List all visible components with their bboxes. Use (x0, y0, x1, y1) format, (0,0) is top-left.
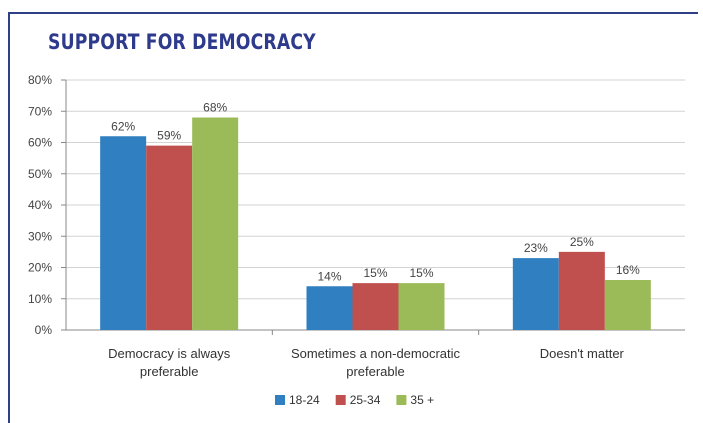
bar (398, 283, 445, 330)
bar (352, 283, 399, 330)
data-label: 16% (616, 263, 640, 277)
chart-frame (8, 12, 698, 423)
data-label: 25% (570, 235, 594, 249)
data-label: 23% (524, 241, 548, 255)
y-tick-label: 30% (28, 229, 52, 243)
y-tick-label: 40% (28, 198, 52, 212)
chart-title: SUPPORT FOR DEMOCRACY (48, 30, 316, 54)
bar (558, 251, 605, 330)
data-label: 59% (157, 129, 181, 143)
category-label: Sometimes a non-democratic (291, 346, 461, 361)
data-label: 15% (363, 266, 387, 280)
data-label: 15% (409, 266, 433, 280)
legend-swatch (396, 395, 407, 405)
legend-label: 18-24 (289, 393, 320, 407)
y-tick-label: 60% (28, 136, 52, 150)
y-tick-label: 10% (28, 292, 52, 306)
category-label: Doesn't matter (540, 346, 625, 361)
y-tick-label: 0% (35, 323, 53, 337)
bar (100, 136, 147, 330)
bar (306, 286, 353, 330)
legend-swatch (335, 395, 346, 405)
bar (512, 258, 559, 330)
bar (192, 117, 239, 330)
y-tick-label: 20% (28, 261, 52, 275)
data-label: 14% (317, 269, 341, 283)
bar (604, 280, 651, 330)
bar (146, 145, 193, 330)
legend-label: 35 + (410, 393, 434, 407)
data-label: 62% (111, 119, 135, 133)
category-label: Democracy is always (108, 346, 231, 361)
category-label: preferable (346, 364, 405, 379)
y-tick-label: 50% (28, 167, 52, 181)
data-label: 68% (203, 101, 227, 115)
y-tick-label: 70% (28, 104, 52, 118)
category-label: preferable (140, 364, 199, 379)
legend-swatch (275, 395, 285, 405)
legend-label: 25-34 (350, 393, 381, 407)
y-tick-label: 80% (28, 73, 52, 87)
